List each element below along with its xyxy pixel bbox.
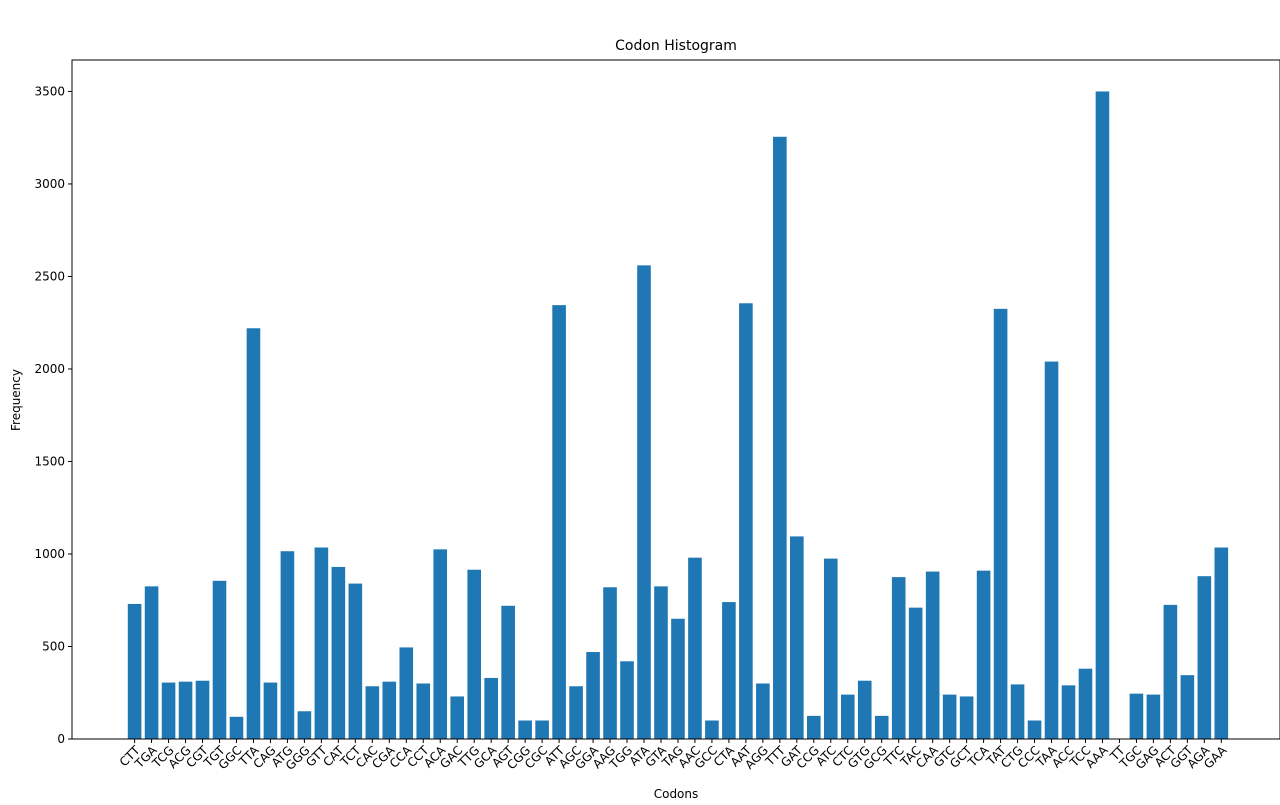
bar-agg bbox=[756, 683, 770, 739]
y-tick-label: 2500 bbox=[34, 269, 65, 283]
bar-ccc bbox=[1027, 720, 1042, 739]
bar-caa bbox=[925, 571, 940, 739]
x-axis-ticks: CTTTGATCGACGCGTTGTGGCTTACAGATGGGGGTTCATT… bbox=[117, 739, 1230, 773]
bar-cta bbox=[722, 602, 736, 739]
bar-aga bbox=[1197, 576, 1212, 739]
bar-tgg bbox=[620, 661, 634, 739]
bar-gtg bbox=[857, 680, 872, 739]
bar-cga bbox=[382, 681, 397, 739]
bar-gtt bbox=[314, 547, 329, 739]
bar-gta bbox=[654, 586, 668, 739]
bar-gtc bbox=[942, 694, 957, 739]
bar-acc bbox=[1061, 685, 1076, 739]
bar-ggt bbox=[1180, 675, 1195, 739]
bar-aag bbox=[603, 587, 617, 739]
bar-cag bbox=[263, 682, 278, 739]
bar-tca bbox=[976, 570, 991, 739]
bar-cca bbox=[399, 647, 414, 739]
bar-tta bbox=[246, 328, 261, 739]
bar-gcc bbox=[705, 720, 719, 739]
y-axis-label: Frequency bbox=[9, 369, 23, 431]
bar-cgc bbox=[535, 720, 549, 739]
y-tick-label: 0 bbox=[57, 732, 65, 746]
bar-gag bbox=[1146, 694, 1161, 739]
y-tick-label: 2000 bbox=[34, 362, 65, 376]
bar-tcg bbox=[161, 682, 176, 739]
bar-aat bbox=[739, 303, 753, 739]
y-tick-label: 3000 bbox=[34, 177, 65, 191]
bar-ctc bbox=[840, 694, 855, 739]
bar-ctg bbox=[1010, 684, 1025, 739]
bar-gga bbox=[586, 652, 600, 739]
bar-cct bbox=[416, 683, 431, 739]
bar-aac bbox=[688, 557, 702, 739]
bar-cat bbox=[331, 566, 346, 739]
bar-agt bbox=[501, 605, 515, 739]
y-axis-ticks: 0 500 1000 1500 2000 2500 3000 3500 bbox=[34, 84, 72, 746]
bar-tgc bbox=[1129, 693, 1144, 739]
bar-tac bbox=[908, 607, 923, 739]
bar-tgt bbox=[212, 580, 227, 739]
bar-gac bbox=[450, 696, 465, 739]
bar-agc bbox=[569, 686, 583, 739]
bar-act bbox=[1163, 604, 1178, 739]
bar-ggg bbox=[297, 711, 312, 739]
bar-tga bbox=[144, 586, 159, 739]
bar-ttg bbox=[467, 569, 481, 739]
bar-gaa bbox=[1214, 547, 1229, 739]
bar-att bbox=[552, 305, 566, 739]
bar-gat bbox=[790, 536, 804, 739]
y-tick-label: 1000 bbox=[34, 547, 65, 561]
bar-aca bbox=[433, 549, 448, 739]
x-axis-label: Codons bbox=[654, 787, 699, 801]
bar-tcc bbox=[1078, 668, 1093, 739]
bar-gct bbox=[959, 696, 974, 739]
bar-atg bbox=[280, 551, 295, 739]
bar-taa bbox=[1044, 361, 1059, 739]
bar-gcg bbox=[874, 715, 889, 739]
bar-ccg bbox=[807, 715, 821, 739]
bar-cgt bbox=[195, 680, 210, 739]
bar-aaa bbox=[1095, 91, 1110, 739]
bar-tat bbox=[993, 308, 1008, 739]
bar-gca bbox=[484, 677, 498, 739]
bar-ggc bbox=[229, 716, 244, 739]
y-tick-label: 1500 bbox=[34, 454, 65, 468]
bar-ttt bbox=[773, 136, 787, 739]
bar-ctt bbox=[127, 603, 142, 739]
bar-ata bbox=[637, 265, 651, 739]
y-tick-label: 3500 bbox=[34, 84, 65, 98]
bar-atc bbox=[823, 558, 838, 739]
bar-cac bbox=[365, 686, 380, 739]
bar-cgg bbox=[518, 720, 532, 739]
bar-tct bbox=[348, 583, 363, 739]
bar-tag bbox=[671, 618, 685, 739]
bar-ttc bbox=[891, 577, 906, 739]
chart-title: Codon Histogram bbox=[615, 38, 737, 54]
y-tick-label: 500 bbox=[42, 639, 65, 653]
bar-acg bbox=[178, 681, 193, 739]
plot-frame bbox=[71, 59, 1280, 740]
bars-group bbox=[127, 91, 1229, 739]
